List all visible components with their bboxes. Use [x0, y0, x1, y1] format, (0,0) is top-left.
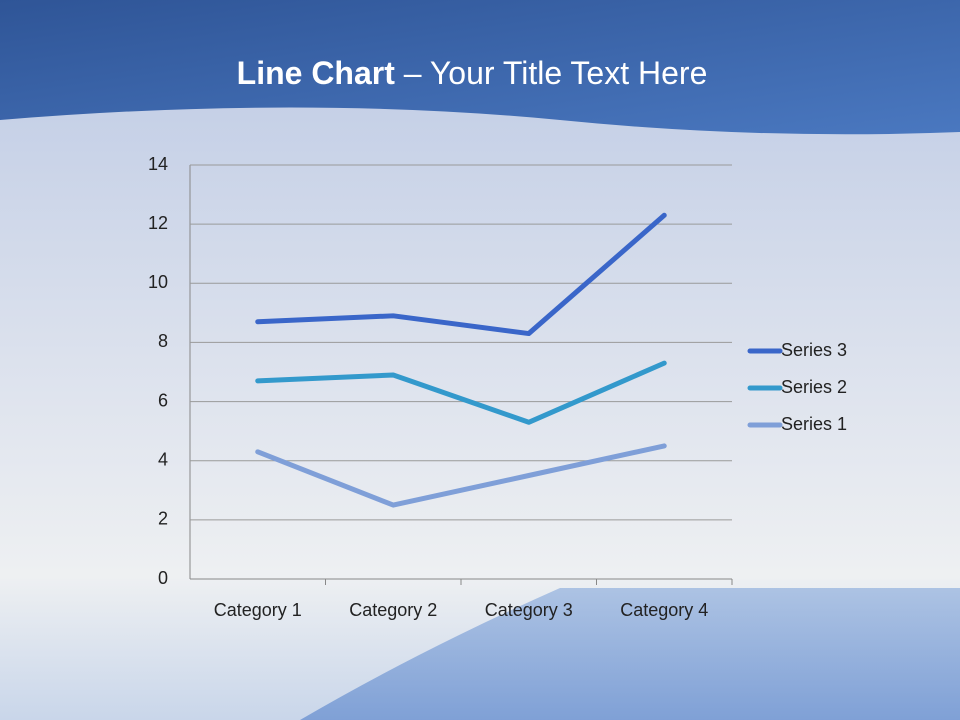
- title-bold: Line Chart: [237, 55, 396, 91]
- series-line: [255, 212, 667, 337]
- water: [300, 588, 960, 720]
- legend-label: Series 3: [781, 340, 847, 360]
- slide-title: Line Chart – Your Title Text Here: [237, 55, 708, 91]
- y-tick-label: 4: [158, 449, 168, 469]
- y-tick-label: 2: [158, 509, 168, 529]
- y-tick-label: 10: [148, 272, 168, 292]
- y-tick-label: 6: [158, 390, 168, 410]
- header-band: [0, 0, 960, 135]
- legend-label: Series 1: [781, 414, 847, 434]
- y-tick-label: 8: [158, 331, 168, 351]
- series-line: [255, 443, 667, 508]
- y-tick-label: 0: [158, 568, 168, 588]
- x-tick-label: Category 2: [349, 600, 437, 620]
- y-tick-label: 12: [148, 213, 168, 233]
- x-tick-label: Category 1: [214, 600, 302, 620]
- x-tick-label: Category 4: [620, 600, 708, 620]
- legend-label: Series 2: [781, 377, 847, 397]
- y-tick-label: 14: [148, 154, 168, 174]
- x-tick-label: Category 3: [485, 600, 573, 620]
- title-rest: – Your Title Text Here: [404, 55, 708, 91]
- series-line: [255, 360, 667, 425]
